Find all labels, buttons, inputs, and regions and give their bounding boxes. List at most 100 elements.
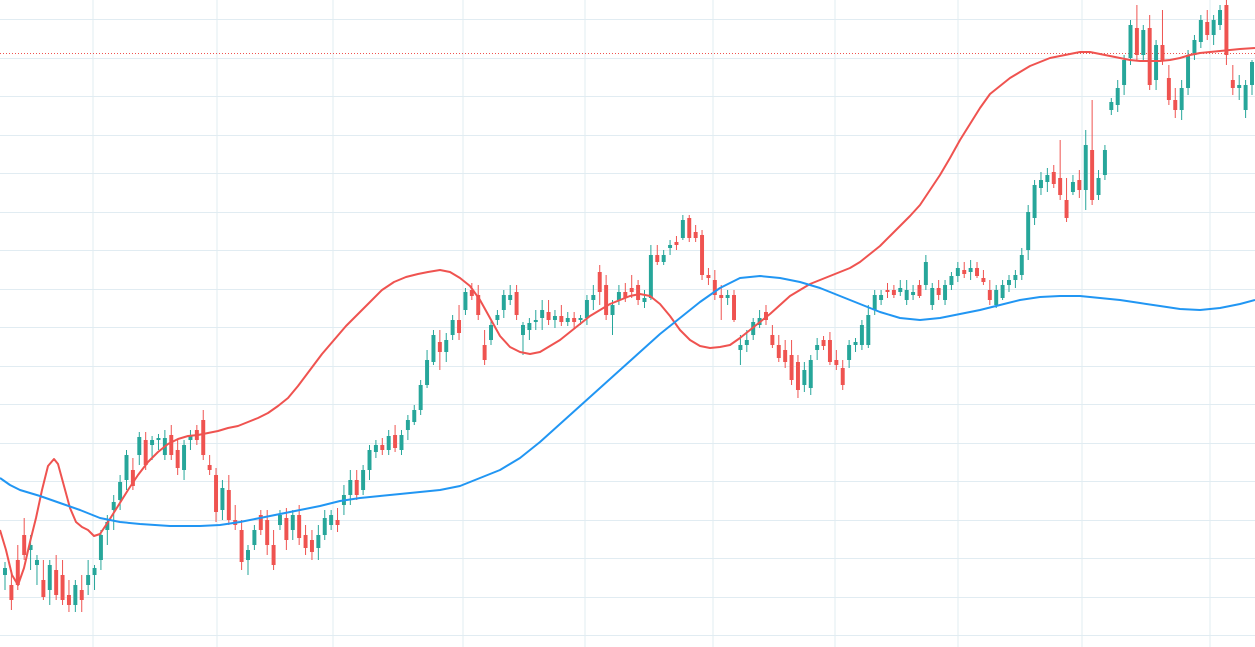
candle[interactable] <box>706 268 711 285</box>
candle[interactable] <box>284 508 289 550</box>
candle[interactable] <box>386 430 391 455</box>
candle[interactable] <box>92 565 97 590</box>
candle[interactable] <box>1134 5 1139 60</box>
candle[interactable] <box>15 545 20 590</box>
candle[interactable] <box>1237 75 1242 100</box>
candle[interactable] <box>527 318 532 340</box>
candle[interactable] <box>425 350 430 388</box>
candle[interactable] <box>521 322 525 355</box>
candle[interactable] <box>476 285 481 320</box>
candle[interactable] <box>34 555 39 585</box>
candle[interactable] <box>540 300 545 330</box>
candle[interactable] <box>437 330 442 370</box>
candle[interactable] <box>1205 10 1210 40</box>
candle[interactable] <box>1083 130 1088 210</box>
candle[interactable] <box>271 530 276 570</box>
candle[interactable] <box>463 288 468 315</box>
candle[interactable] <box>738 335 743 365</box>
candle[interactable] <box>457 305 462 340</box>
candle[interactable] <box>1147 15 1152 90</box>
candle[interactable] <box>137 432 142 465</box>
candle[interactable] <box>182 440 187 480</box>
candle[interactable] <box>290 510 295 540</box>
candle[interactable] <box>975 262 980 278</box>
candle[interactable] <box>1032 180 1037 225</box>
candle[interactable] <box>776 335 781 362</box>
candle[interactable] <box>808 355 813 395</box>
candle[interactable] <box>214 468 219 522</box>
candle[interactable] <box>393 425 398 452</box>
candle[interactable] <box>495 310 500 325</box>
candle[interactable] <box>1058 140 1063 200</box>
candle[interactable] <box>853 338 858 352</box>
candle[interactable] <box>54 555 59 600</box>
candle[interactable] <box>1019 248 1024 280</box>
candle[interactable] <box>655 245 660 265</box>
candle[interactable] <box>482 330 487 365</box>
candle[interactable] <box>303 525 308 555</box>
candle[interactable] <box>943 280 948 305</box>
candle[interactable] <box>66 580 71 612</box>
candle[interactable] <box>73 580 78 612</box>
candle[interactable] <box>431 330 436 365</box>
candle[interactable] <box>1051 165 1056 188</box>
candle[interactable] <box>629 275 634 298</box>
candle[interactable] <box>795 355 800 398</box>
candle[interactable] <box>866 305 871 348</box>
candle[interactable] <box>1064 178 1069 222</box>
candle[interactable] <box>130 458 135 490</box>
candle[interactable] <box>1250 60 1254 95</box>
candle[interactable] <box>936 280 941 300</box>
candle[interactable] <box>1166 65 1171 105</box>
candle[interactable] <box>693 225 698 242</box>
candle[interactable] <box>725 290 730 305</box>
candle[interactable] <box>1198 15 1203 48</box>
candle[interactable] <box>917 280 922 298</box>
candle[interactable] <box>1230 65 1235 95</box>
candle[interactable] <box>201 410 206 460</box>
candle[interactable] <box>508 285 513 305</box>
candle[interactable] <box>412 405 417 425</box>
candle[interactable] <box>309 530 314 560</box>
candle[interactable] <box>955 262 960 282</box>
candle[interactable] <box>840 360 845 390</box>
candle[interactable] <box>1026 205 1031 260</box>
candle[interactable] <box>802 362 807 392</box>
candle[interactable] <box>41 560 46 600</box>
candle[interactable] <box>680 215 685 240</box>
candle[interactable] <box>354 470 359 500</box>
candle[interactable] <box>1109 98 1114 115</box>
candle[interactable] <box>450 315 455 340</box>
candle[interactable] <box>1038 172 1043 195</box>
candle[interactable] <box>380 438 385 455</box>
candle[interactable] <box>418 380 423 415</box>
candle[interactable] <box>700 230 705 280</box>
candle[interactable] <box>22 518 27 560</box>
candle[interactable] <box>968 260 973 280</box>
candle[interactable] <box>719 285 724 320</box>
candle[interactable] <box>1045 168 1050 192</box>
candle[interactable] <box>911 285 916 300</box>
candle[interactable] <box>239 520 244 570</box>
candle[interactable] <box>1090 100 1095 205</box>
candle[interactable] <box>610 300 615 335</box>
candle[interactable] <box>1154 40 1159 90</box>
candle[interactable] <box>335 508 340 532</box>
candle[interactable] <box>859 320 864 350</box>
candle[interactable] <box>898 280 903 296</box>
candle[interactable] <box>501 290 506 318</box>
candle[interactable] <box>3 562 7 590</box>
candle[interactable] <box>827 332 832 365</box>
candle[interactable] <box>994 285 999 308</box>
candle[interactable] <box>220 480 225 520</box>
candle[interactable] <box>1013 270 1018 288</box>
candle[interactable] <box>789 340 794 385</box>
candle[interactable] <box>9 570 14 610</box>
candle[interactable] <box>1115 80 1120 112</box>
candle[interactable] <box>226 475 231 525</box>
candle[interactable] <box>1007 275 1011 292</box>
candle[interactable] <box>98 530 103 570</box>
candle[interactable] <box>367 445 372 480</box>
candle[interactable] <box>616 285 621 305</box>
